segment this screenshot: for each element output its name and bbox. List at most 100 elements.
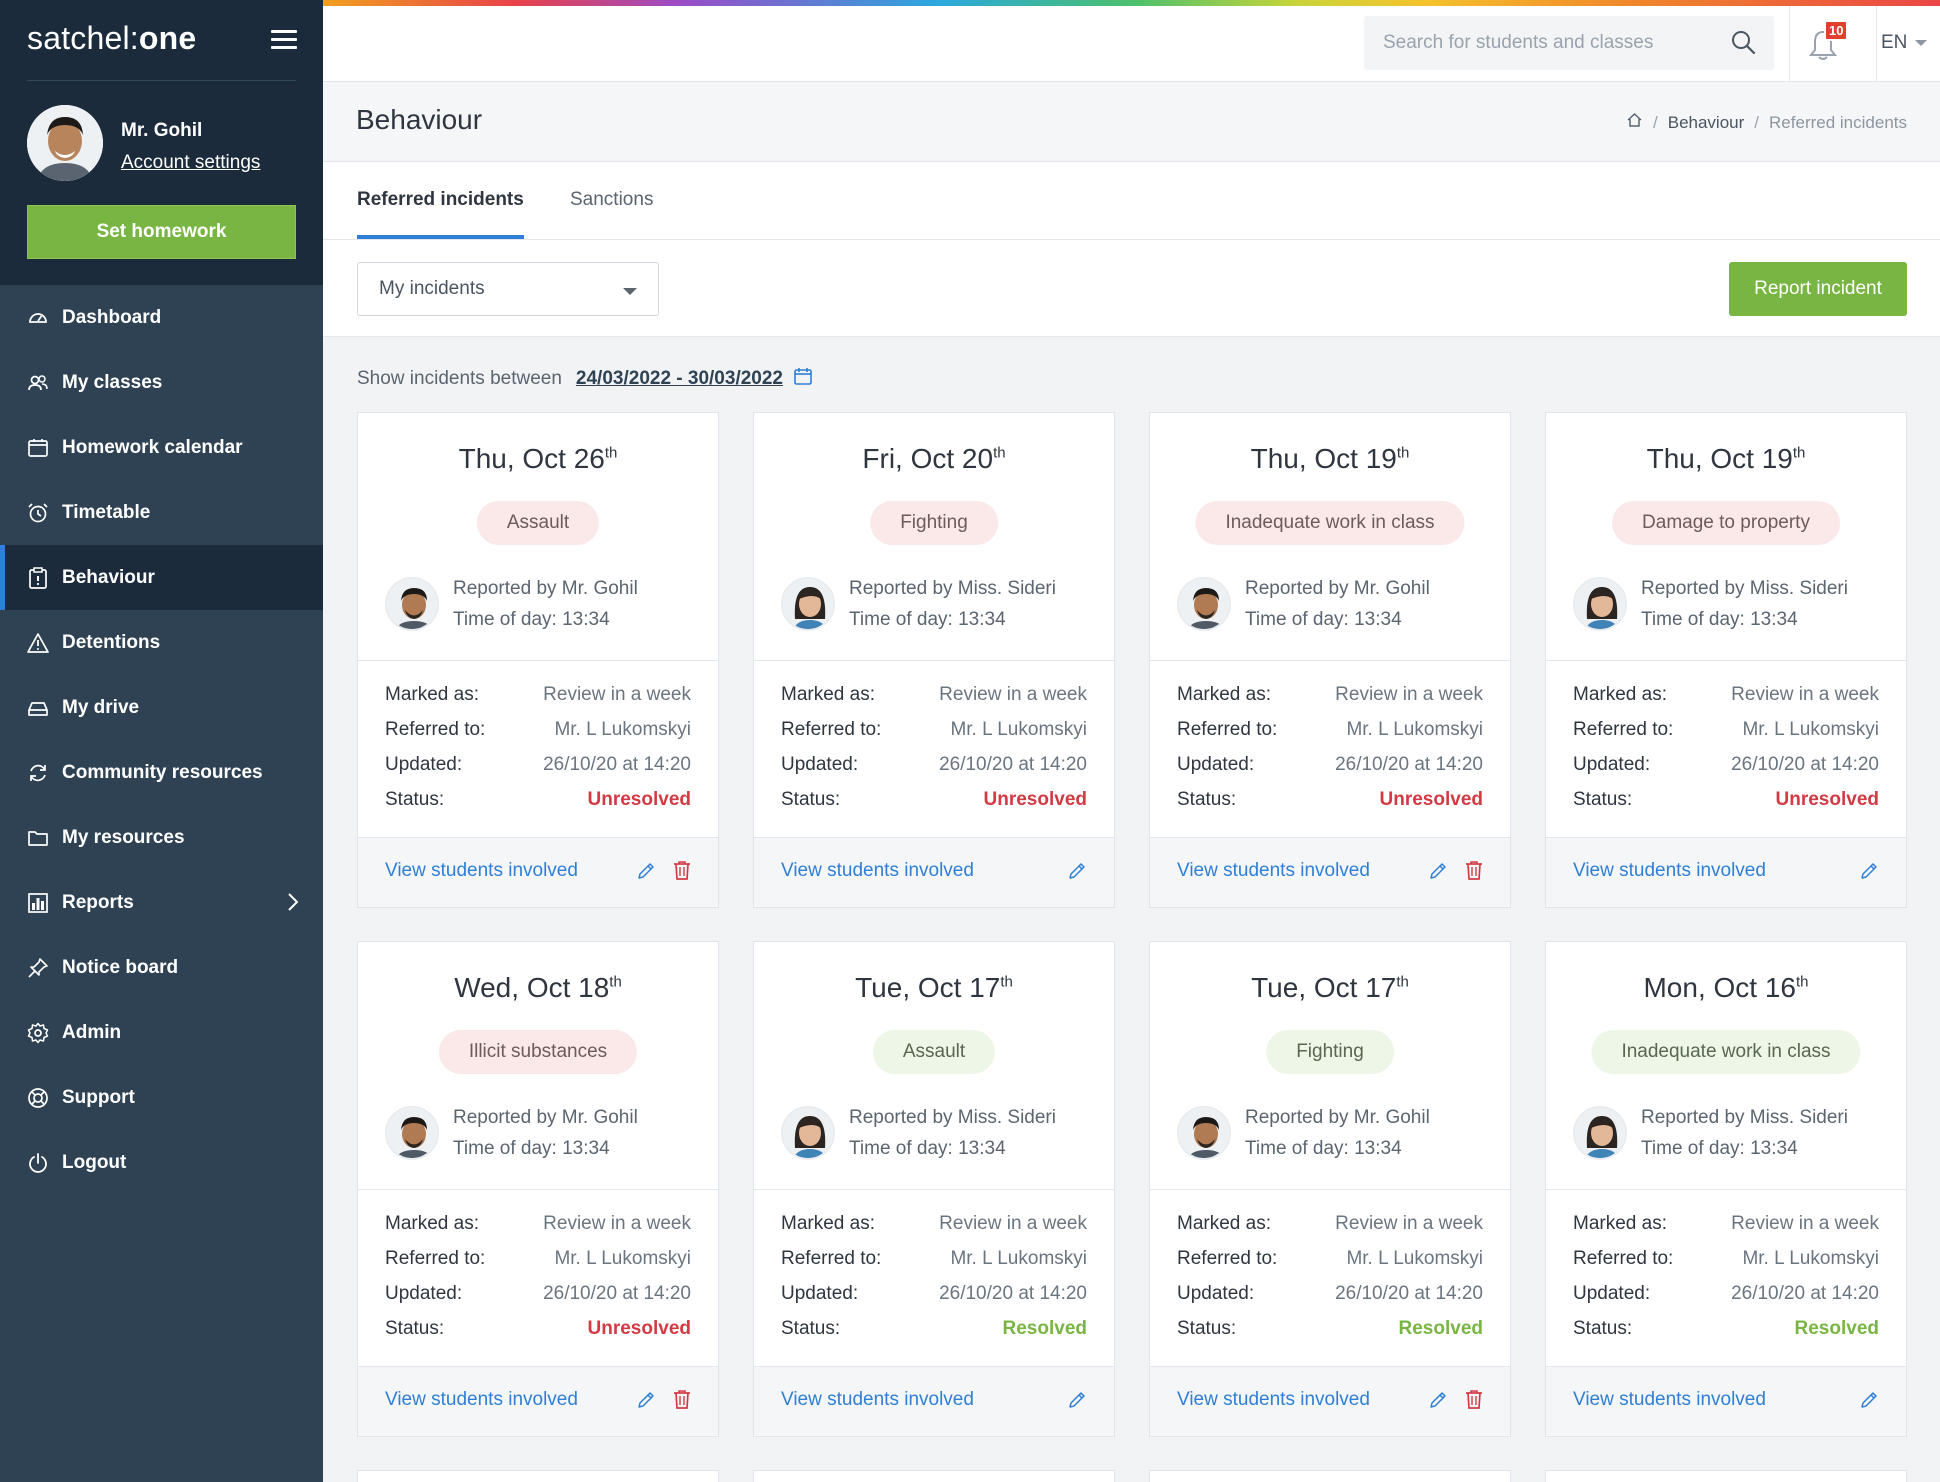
- reporter-info: Reported by Mr. Gohil Time of day: 13:34: [385, 573, 638, 635]
- view-students-link[interactable]: View students involved: [1177, 1389, 1370, 1410]
- sidebar: satchel:one Mr. Gohil Account settings S…: [0, 0, 323, 1482]
- trash-icon[interactable]: [1465, 860, 1483, 885]
- tab-referred-incidents[interactable]: Referred incidents: [357, 189, 524, 210]
- sidebar-item-homework-calendar[interactable]: Homework calendar: [0, 415, 323, 480]
- set-homework-button[interactable]: Set homework: [27, 205, 296, 259]
- date-range-value[interactable]: 24/03/2022 - 30/03/2022: [575, 368, 783, 389]
- status-badge: Unresolved: [1379, 788, 1483, 810]
- status-label: Status:: [1573, 788, 1633, 810]
- incident-filter-select[interactable]: My incidents: [357, 262, 659, 316]
- sidebar-item-reports[interactable]: Reports: [0, 870, 323, 935]
- referred-to-value: Mr. L Lukomskyi: [950, 1247, 1087, 1269]
- calendar-icon[interactable]: [793, 366, 813, 392]
- view-students-link[interactable]: View students involved: [1573, 860, 1766, 881]
- sidebar-item-label: Dashboard: [62, 306, 162, 328]
- sidebar-item-notice-board[interactable]: Notice board: [0, 935, 323, 1000]
- pencil-icon[interactable]: [1859, 1390, 1879, 1415]
- referred-to-value: Mr. L Lukomskyi: [1346, 718, 1483, 740]
- incident-type-badge: Fighting: [1266, 1030, 1394, 1074]
- sidebar-item-admin[interactable]: Admin: [0, 1000, 323, 1065]
- chevron-right-icon[interactable]: [287, 892, 299, 918]
- sidebar-item-logout[interactable]: Logout: [0, 1130, 323, 1195]
- marked-as-value: Review in a week: [543, 683, 691, 705]
- sidebar-item-my-classes[interactable]: My classes: [0, 350, 323, 415]
- pin-icon: [27, 957, 49, 979]
- account-settings-link[interactable]: Account settings: [121, 152, 261, 173]
- marked-as-value: Review in a week: [1731, 683, 1879, 705]
- sidebar-item-label: Admin: [62, 1021, 122, 1043]
- incident-card: Mon, Oct 16th Inadequate work in class Rep…: [1545, 941, 1907, 1437]
- view-students-link[interactable]: View students involved: [385, 1389, 578, 1410]
- time-of-day: Time of day: 13:34: [1245, 609, 1402, 630]
- view-students-link[interactable]: View students involved: [1177, 860, 1370, 881]
- trash-icon[interactable]: [673, 1389, 691, 1414]
- incident-date: Tue, Oct 17th: [855, 972, 1013, 1003]
- divider: [1150, 660, 1510, 661]
- search-icon[interactable]: [1730, 29, 1756, 61]
- sidebar-item-my-resources[interactable]: My resources: [0, 805, 323, 870]
- sidebar-item-timetable[interactable]: Timetable: [0, 480, 323, 545]
- updated-value: 26/10/20 at 14:20: [1731, 753, 1879, 775]
- avatar[interactable]: [27, 105, 103, 181]
- pencil-icon[interactable]: [1067, 861, 1087, 886]
- status-badge: Unresolved: [587, 788, 691, 810]
- trash-icon[interactable]: [1465, 1389, 1483, 1414]
- pencil-icon[interactable]: [1428, 861, 1448, 886]
- bar-chart-icon: [27, 892, 49, 914]
- status-label: Status:: [385, 788, 445, 810]
- incident-card: [1149, 1470, 1511, 1482]
- rainbow-stripe: [323, 0, 1940, 6]
- incident-type-badge: Assault: [476, 501, 600, 545]
- incident-card: [753, 1470, 1115, 1482]
- breadcrumb-separator: /: [1653, 112, 1658, 132]
- pencil-icon[interactable]: [1428, 1390, 1448, 1415]
- updated-label: Updated:: [1177, 1282, 1255, 1304]
- language-select[interactable]: EN: [1881, 32, 1928, 54]
- updated-value: 26/10/20 at 14:20: [939, 753, 1087, 775]
- pencil-icon[interactable]: [636, 861, 656, 886]
- view-students-link[interactable]: View students involved: [1573, 1389, 1766, 1410]
- sidebar-item-community-resources[interactable]: Community resources: [0, 740, 323, 805]
- sidebar-item-label: Detentions: [62, 631, 161, 653]
- reporter-info: Reported by Mr. Gohil Time of day: 13:34: [1177, 1102, 1430, 1164]
- sidebar-item-behaviour[interactable]: Behaviour: [0, 545, 323, 610]
- app-logo[interactable]: satchel:one: [27, 20, 197, 56]
- breadcrumb-behaviour[interactable]: Behaviour: [1667, 112, 1745, 132]
- updated-label: Updated:: [385, 753, 463, 775]
- incident-details: Marked as: Review in a week Referred to: Mr…: [1573, 677, 1879, 817]
- sidebar-item-dashboard[interactable]: Dashboard: [0, 285, 323, 350]
- referred-to-value: Mr. L Lukomskyi: [1742, 1247, 1879, 1269]
- sidebar-item-label: My classes: [62, 371, 163, 393]
- sidebar-item-detentions[interactable]: Detentions: [0, 610, 323, 675]
- tab-sanctions[interactable]: Sanctions: [570, 189, 654, 210]
- referred-to-value: Mr. L Lukomskyi: [554, 718, 691, 740]
- view-students-link[interactable]: View students involved: [781, 860, 974, 881]
- marked-as-value: Review in a week: [1731, 1212, 1879, 1234]
- divider: [27, 80, 296, 81]
- report-incident-button[interactable]: Report incident: [1729, 262, 1907, 316]
- status-label: Status:: [385, 1317, 445, 1339]
- trash-icon[interactable]: [673, 860, 691, 885]
- pencil-icon[interactable]: [1859, 861, 1879, 886]
- view-students-link[interactable]: View students involved: [781, 1389, 974, 1410]
- reporter-info: Reported by Miss. Sideri Time of day: 13:…: [1573, 573, 1848, 635]
- updated-value: 26/10/20 at 14:20: [543, 1282, 691, 1304]
- menu-icon[interactable]: [271, 30, 297, 50]
- sidebar-item-label: Timetable: [62, 501, 151, 523]
- marked-as-label: Marked as:: [385, 1212, 479, 1234]
- status-badge: Unresolved: [983, 788, 1087, 810]
- avatar: [385, 577, 439, 631]
- incident-card: Tue, Oct 17th Fighting Reported by Mr. Goh…: [1149, 941, 1511, 1437]
- reporter-info: Reported by Miss. Sideri Time of day: 13:…: [1573, 1102, 1848, 1164]
- sidebar-item-support[interactable]: Support: [0, 1065, 323, 1130]
- search-input[interactable]: Search for students and classes: [1364, 16, 1774, 70]
- sidebar-item-my-drive[interactable]: My drive: [0, 675, 323, 740]
- pencil-icon[interactable]: [636, 1390, 656, 1415]
- incident-card: Thu, Oct 19th Inadequate work in class Rep…: [1149, 412, 1511, 908]
- view-students-link[interactable]: View students involved: [385, 860, 578, 881]
- incident-date: Thu, Oct 19th: [1250, 443, 1410, 474]
- warning-icon: [27, 632, 49, 654]
- incident-filter-value: My incidents: [379, 278, 485, 299]
- pencil-icon[interactable]: [1067, 1390, 1087, 1415]
- home-icon[interactable]: [1626, 112, 1643, 133]
